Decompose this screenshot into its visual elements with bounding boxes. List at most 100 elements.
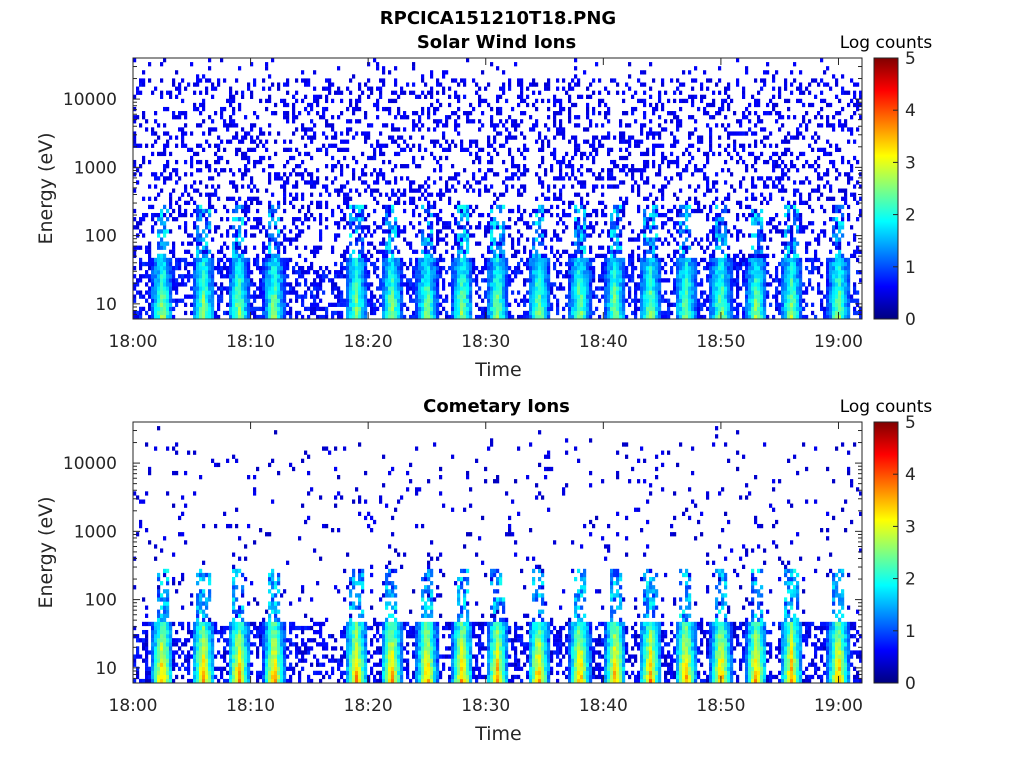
spectrogram-cell: [634, 106, 638, 112]
spectrogram-cell: [577, 94, 581, 99]
spectrogram-cell: [439, 192, 443, 197]
spectrogram-cell: [211, 302, 215, 307]
spectrogram-cell: [277, 286, 281, 291]
spectrogram-cell: [718, 111, 722, 116]
spectrogram-cell: [568, 119, 572, 124]
spectrogram-cell: [397, 196, 401, 201]
spectrogram-cell: [568, 204, 572, 210]
spectrogram-cell: [205, 86, 209, 91]
spectrogram-cell: [352, 290, 356, 295]
spectrogram-cell: [202, 102, 206, 108]
spectrogram-cell: [451, 294, 455, 299]
spectrogram-cell: [715, 241, 719, 246]
spectrogram-cell: [508, 302, 512, 307]
spectrogram-cell: [238, 217, 242, 222]
spectrogram-cell: [382, 294, 386, 299]
spectrogram-cell: [676, 229, 680, 234]
spectrogram-cell: [523, 261, 527, 267]
spectrogram-cell: [502, 233, 506, 238]
spectrogram-cell: [553, 115, 557, 120]
spectrogram-cell: [445, 123, 449, 128]
spectrogram-cell: [664, 314, 668, 320]
spectrogram-cell: [466, 221, 470, 226]
spectrogram-cell: [322, 314, 326, 320]
spectrogram-cell: [424, 196, 428, 201]
spectrogram-cell: [238, 306, 242, 312]
spectrogram-cell: [442, 192, 446, 197]
spectrogram-cell: [451, 302, 455, 307]
spectrogram-cell: [505, 290, 509, 295]
spectrogram-cell: [382, 82, 386, 87]
spectrogram-cell: [202, 119, 206, 124]
spectrogram-cell: [412, 270, 416, 275]
spectrogram-cell: [553, 253, 557, 259]
spectrogram-cell: [193, 314, 197, 320]
spectrogram-cell: [481, 70, 485, 75]
spectrogram-cell: [673, 253, 677, 259]
spectrogram-cell: [151, 306, 155, 312]
spectrogram-cell: [169, 290, 173, 295]
spectrogram-cell: [385, 278, 389, 283]
spectrogram-cell: [403, 229, 407, 234]
spectrogram-cell: [301, 204, 305, 210]
spectrogram-cell: [685, 302, 689, 307]
spectrogram-cell: [409, 241, 413, 246]
spectrogram-cell: [691, 310, 695, 316]
spectrogram-cell: [268, 98, 272, 104]
spectrogram-cell: [256, 200, 260, 206]
spectrogram-cell: [247, 184, 251, 189]
spectrogram-cell: [439, 274, 443, 279]
spectrogram-cell: [364, 172, 368, 177]
spectrogram-cell: [361, 212, 365, 218]
spectrogram-cell: [364, 139, 368, 144]
spectrogram-cell: [670, 233, 674, 238]
spectrogram-cell: [295, 237, 299, 242]
spectrogram-cell: [301, 70, 305, 75]
spectrogram-cell: [616, 298, 620, 303]
spectrogram-cell: [436, 212, 440, 218]
spectrogram-cell: [325, 106, 329, 112]
spectrogram-cell: [421, 249, 425, 254]
spectrogram-cell: [379, 168, 383, 173]
spectrogram-cell: [607, 119, 611, 124]
spectrogram-cell: [520, 94, 524, 99]
spectrogram-cell: [148, 253, 152, 259]
spectrogram-cell: [277, 233, 281, 238]
spectrogram-cell: [418, 127, 422, 132]
spectrogram-cell: [439, 270, 443, 275]
spectrogram-cell: [229, 298, 233, 303]
spectrogram-cell: [685, 298, 689, 303]
spectrogram-cell: [337, 66, 341, 71]
spectrogram-cell: [457, 286, 461, 291]
spectrogram-cell: [229, 261, 233, 267]
spectrogram-cell: [259, 286, 263, 291]
spectrogram-cell: [634, 265, 638, 271]
spectrogram-cell: [706, 86, 710, 91]
spectrogram-cell: [658, 164, 662, 169]
spectrogram-cell: [358, 261, 362, 267]
spectrogram-cell: [352, 249, 356, 254]
spectrogram-cell: [241, 290, 245, 295]
spectrogram-cell: [469, 298, 473, 303]
spectrogram-cell: [394, 221, 398, 226]
spectrogram-cell: [694, 188, 698, 193]
spectrogram-cell: [601, 176, 605, 181]
spectrogram-cell: [241, 155, 245, 161]
spectrogram-cell: [490, 119, 494, 124]
spectrogram-cell: [547, 78, 551, 83]
spectrogram-cell: [496, 310, 500, 316]
spectrogram-cell: [619, 241, 623, 246]
spectrogram-cell: [205, 245, 209, 250]
spectrogram-cell: [412, 208, 416, 214]
spectrogram-cell: [175, 298, 179, 303]
spectrogram-cell: [256, 265, 260, 271]
spectrogram-cell: [706, 278, 710, 283]
spectrogram-cell: [166, 310, 170, 316]
spectrogram-cell: [208, 265, 212, 271]
spectrogram-cell: [658, 257, 662, 263]
spectrogram-cell: [232, 249, 236, 254]
spectrogram-cell: [310, 176, 314, 181]
spectrogram-cell: [175, 180, 179, 185]
spectrogram-cell: [181, 143, 185, 148]
spectrogram-cell: [691, 306, 695, 312]
